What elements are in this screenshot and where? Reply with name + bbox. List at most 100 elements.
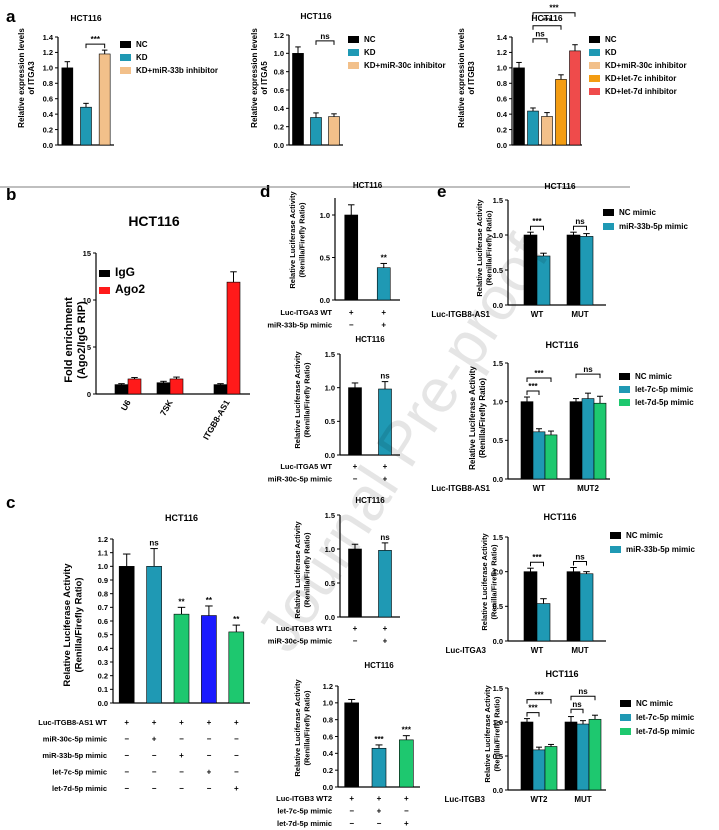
a2-legend-label: NC <box>364 35 376 44</box>
a1-legend-swatch <box>120 41 131 48</box>
a3-ytick-label: 1.0 <box>497 64 507 73</box>
c5-row-label: let-7d-5p mimic <box>277 819 332 828</box>
c1-row-mark: + <box>207 718 212 727</box>
c1-row-mark: − <box>207 735 212 744</box>
e2-ytick-label: 1.0 <box>493 397 503 406</box>
e3-bar <box>523 571 538 642</box>
e1-xtick-label: WT <box>531 310 544 319</box>
c5-row-mark: + <box>349 794 354 803</box>
e4-legend-swatch <box>620 714 631 721</box>
a2-ytick-label: 1.0 <box>274 49 284 58</box>
e1-sig-bracket <box>530 225 544 231</box>
e1-xaxis-label: Luc-ITGB8-AS1 <box>431 310 490 319</box>
e1-sig-label: ns <box>575 217 585 226</box>
a3-bar <box>527 110 539 146</box>
c4-ytick-label: 0.0 <box>325 613 335 622</box>
e4-bar <box>588 718 602 791</box>
a3-ytick-label: 1.2 <box>497 48 507 57</box>
c4-ylabel: (Renilla/Firefly Ratio) <box>303 532 312 608</box>
c1-ytick-label: 0.9 <box>98 576 108 585</box>
e2-sig-label: ns <box>583 365 593 374</box>
c1-bar <box>173 613 190 704</box>
e4-legend-swatch <box>620 700 631 707</box>
c5-ytick-label: 1.0 <box>323 699 333 708</box>
e1-ytick-label: 1.5 <box>493 196 503 205</box>
e3-ytick-label: 0.0 <box>493 637 503 646</box>
e2-bar <box>520 401 534 480</box>
c1-ylabel: (Renilla/Firefly Ratio) <box>74 577 85 672</box>
e4-bar <box>564 721 578 791</box>
e2-legend-label: let-7c-5p mimic <box>635 385 694 394</box>
c1-ytick-label: 0.1 <box>98 685 108 694</box>
e2-bar <box>581 398 595 480</box>
e2-sig-label: *** <box>534 369 544 378</box>
a1-ytick-label: 1.4 <box>43 33 54 42</box>
c1-title: HCT116 <box>165 513 198 523</box>
e2-ylabel: Relative Luciferase Activity <box>468 366 477 470</box>
c4-ytick-label: 1.0 <box>325 545 335 554</box>
e1-ytick-label: 1.0 <box>493 231 503 240</box>
c5-row-label: Luc-ITGB3 WT2 <box>276 794 332 803</box>
e3-ytick-label: 0.5 <box>493 602 503 611</box>
e3-title: HCT116 <box>543 512 576 522</box>
c1-ylabel: Relative Luciferase Activity <box>62 563 73 687</box>
c2-title: HCT116 <box>353 181 383 190</box>
c2-ytick-label: 0.5 <box>320 253 330 262</box>
c5-bar <box>371 747 387 788</box>
c5-sig-label: *** <box>402 726 412 735</box>
c1-sig-label: ** <box>178 597 185 606</box>
a3-title: HCT116 <box>531 13 562 23</box>
c3-ytick-label: 1.5 <box>325 350 335 359</box>
a3-legend-label: KD+let-7d inhibitor <box>605 87 677 96</box>
a3-legend-swatch <box>589 62 600 69</box>
a1-ytick-label: 1.0 <box>43 64 53 73</box>
e1-bar <box>566 234 581 306</box>
e2-ytick-label: 0.5 <box>493 436 503 445</box>
e3-bar <box>536 603 551 642</box>
c1-row-mark: − <box>207 784 212 793</box>
e4-sig-bracket <box>526 699 552 704</box>
c2-ytick-label: 0.0 <box>320 296 330 305</box>
a3-ylabel: Relative expression levels <box>457 28 466 128</box>
e3-ytick-label: 1.0 <box>493 567 503 576</box>
b-xtick-label: ITGB8-AS1 <box>201 398 232 442</box>
a3-ytick-label: 0.8 <box>497 79 507 88</box>
b-legend-swatch <box>99 287 110 294</box>
e2-legend-swatch <box>619 373 630 380</box>
e2-sig-label: *** <box>528 382 538 391</box>
c5-ytick-label: 0.0 <box>323 783 333 792</box>
e2-legend-swatch <box>619 386 630 393</box>
e1-sig-label: *** <box>532 217 542 226</box>
c2-row-mark: − <box>349 321 354 330</box>
a3-ytick-label: 0.0 <box>497 141 507 150</box>
a2-ytick-label: 0.2 <box>274 122 284 131</box>
c5-row-mark: − <box>349 819 354 828</box>
c1-row-mark: + <box>124 718 129 727</box>
c2-row-label: Luc-ITGA3 WT <box>280 308 332 317</box>
e4-ytick-label: 1.5 <box>493 684 503 693</box>
b-xtick-label: U6 <box>119 398 133 413</box>
b-ytick-label: 10 <box>83 296 91 305</box>
b-legend-label: IgG <box>115 265 135 279</box>
b-bar <box>156 382 171 395</box>
c2-row-mark: + <box>349 308 354 317</box>
c1-row-label: Luc-ITGB8-AS1 WT <box>38 718 107 727</box>
e1-ytick-label: 0.0 <box>493 301 503 310</box>
c1-row-mark: + <box>179 751 184 760</box>
c3-ytick-label: 0.5 <box>325 417 335 426</box>
b-legend-swatch <box>99 270 110 277</box>
e4-sig-bracket <box>526 712 540 717</box>
e2-sig-bracket <box>526 390 540 396</box>
e2-xtick-label: MUT2 <box>577 484 599 493</box>
e2-legend-label: NC mimic <box>635 372 672 381</box>
c1-row-mark: − <box>124 768 129 777</box>
b-bar <box>169 378 184 395</box>
c1-ytick-label: 1.2 <box>98 535 108 544</box>
e3-legend-swatch <box>610 546 621 553</box>
b-bar <box>226 281 241 395</box>
a3-legend-label: NC <box>605 35 617 44</box>
e4-legend-label: let-7d-5p mimic <box>636 727 695 736</box>
a1-ytick-label: 0.2 <box>43 125 53 134</box>
a1-ytick-label: 0.4 <box>43 110 54 119</box>
c4-row-label: Luc-ITGB3 WT1 <box>276 624 332 633</box>
